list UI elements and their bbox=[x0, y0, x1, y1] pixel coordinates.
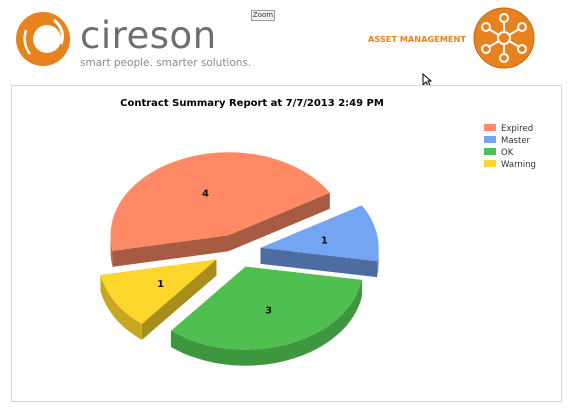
legend-swatch-expired bbox=[484, 124, 496, 131]
module-title: ASSET MANAGEMENT bbox=[368, 34, 466, 44]
slice-label-warning: 1 bbox=[157, 279, 164, 290]
contract-summary-pie-chart: Contract Summary Report at 7/7/2013 2:49… bbox=[100, 98, 536, 366]
legend-swatch-warning bbox=[484, 160, 496, 167]
legend-swatch-master bbox=[484, 136, 496, 143]
pie-slice-ok bbox=[170, 266, 363, 366]
slice-label-expired: 4 bbox=[202, 189, 209, 200]
slice-label-master: 1 bbox=[321, 235, 328, 246]
pie-slice-expired bbox=[110, 152, 330, 267]
brand-name: cireson bbox=[80, 14, 217, 57]
legend-item-expired: Expired bbox=[484, 124, 533, 134]
legend-label-ok: OK bbox=[501, 148, 514, 158]
brand-tagline: smart people. smarter solutions. bbox=[80, 57, 252, 69]
legend-label-warning: Warning bbox=[501, 160, 536, 170]
legend-item-warning: Warning bbox=[484, 160, 536, 170]
legend-item-ok: OK bbox=[484, 148, 514, 158]
asset-network-icon bbox=[473, 7, 535, 69]
page-header: cireson smart people. smarter solutions.… bbox=[0, 0, 576, 87]
chart-legend: Expired Master OK Warning bbox=[484, 124, 536, 170]
legend-item-master: Master bbox=[484, 136, 531, 146]
zoom-button[interactable]: Zoom bbox=[251, 10, 275, 21]
chart-title: Contract Summary Report at 7/7/2013 2:49… bbox=[120, 98, 384, 109]
report-panel: Contract Summary Report at 7/7/2013 2:49… bbox=[11, 85, 562, 402]
legend-swatch-ok bbox=[484, 148, 496, 155]
legend-label-expired: Expired bbox=[501, 124, 533, 134]
pie-slices bbox=[100, 152, 379, 366]
slice-labels: 4 1 3 1 bbox=[157, 189, 328, 317]
slice-label-ok: 3 bbox=[265, 305, 272, 316]
cireson-c-logo-icon bbox=[16, 12, 70, 66]
pie-slice-master bbox=[260, 205, 379, 278]
pie-slice-warning bbox=[100, 259, 217, 340]
legend-label-master: Master bbox=[501, 136, 531, 146]
